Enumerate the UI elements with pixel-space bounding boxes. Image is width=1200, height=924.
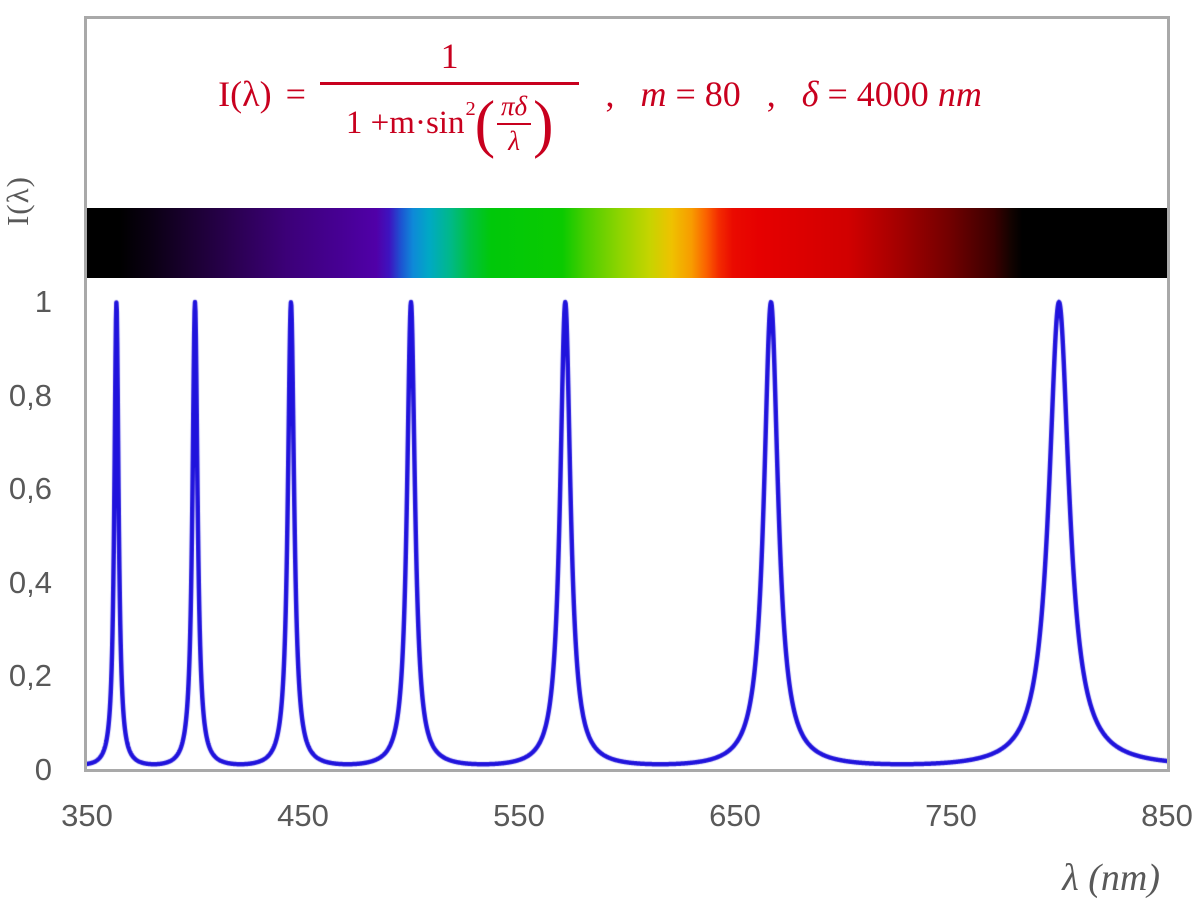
fraction-denominator: 1 + m · sin 2 ( πδ λ ) [320, 85, 580, 160]
x-tick-label: 350 [61, 798, 113, 833]
x-tick-label: 750 [925, 798, 977, 833]
comma-1: , [605, 74, 615, 114]
y-tick-label: 0,8 [8, 377, 52, 413]
y-axis-title: I(λ) [0, 176, 35, 227]
fraction-numerator: 1 [319, 38, 580, 85]
comma-2: , [766, 74, 776, 114]
inner-denominator: λ [508, 125, 520, 156]
sin-exponent: 2 [465, 97, 476, 120]
equation-lhs: I(λ) [218, 74, 272, 114]
y-tick-label: 0,6 [8, 471, 52, 507]
x-axis-title: λ (nm) [1062, 857, 1160, 899]
equation: I(λ) = 1 1 + m · sin 2 ( πδ λ ) , m = 80 … [0, 14, 1200, 174]
den-m: m [389, 105, 415, 141]
den-dot: · [414, 105, 426, 141]
den-sin: sin [425, 105, 465, 141]
den-one-plus: 1 + [345, 105, 390, 141]
equals-sign: = [285, 74, 306, 114]
y-tick-label: 1 [34, 284, 52, 319]
main-fraction: 1 1 + m · sin 2 ( πδ λ ) [319, 38, 580, 160]
x-tick-label: 850 [1141, 798, 1193, 833]
param-delta: δ = 4000 nm [801, 74, 982, 114]
y-tick-label: 0 [34, 752, 52, 787]
y-tick-label: 0,4 [8, 564, 52, 600]
x-tick-label: 550 [493, 798, 545, 833]
inner-fraction: πδ λ [497, 92, 532, 156]
x-tick-label: 650 [709, 798, 761, 833]
right-paren: ) [533, 89, 554, 160]
visible-spectrum-bar [87, 208, 1167, 278]
transmission-curve [87, 19, 1167, 769]
left-paren: ( [474, 89, 496, 160]
inner-numerator: πδ [497, 92, 532, 125]
param-m: m = 80 [640, 74, 741, 114]
y-tick-label: 0,2 [8, 658, 52, 694]
x-tick-label: 450 [277, 798, 329, 833]
